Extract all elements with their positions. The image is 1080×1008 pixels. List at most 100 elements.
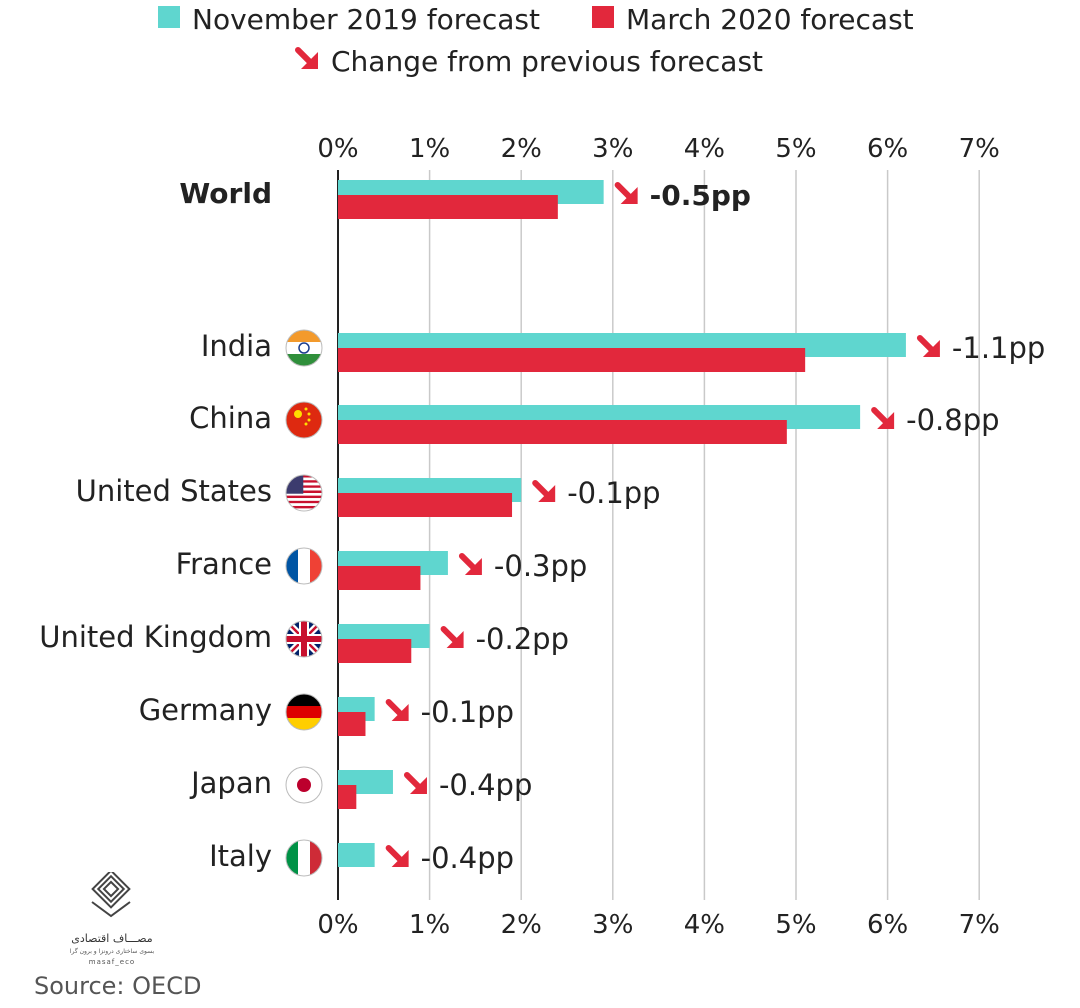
usa-flag-part xyxy=(286,475,322,478)
china-flag-part xyxy=(286,402,322,438)
category-label: India xyxy=(201,329,272,363)
change-arrow-icon-head xyxy=(620,187,638,204)
x-tick-label-top: 6% xyxy=(867,134,908,164)
italy-flag-part xyxy=(286,840,298,876)
category-label: Germany xyxy=(139,693,272,727)
category-label: United Kingdom xyxy=(39,620,272,654)
usa-flag-part xyxy=(286,500,322,504)
india-flag-part xyxy=(298,342,310,354)
x-tick-label-bottom: 2% xyxy=(501,910,542,940)
x-tick-label-top: 0% xyxy=(317,134,358,164)
germany-flag-part xyxy=(286,694,322,706)
china-flag-ring xyxy=(285,401,323,439)
x-tick-label-top: 1% xyxy=(409,134,450,164)
logo-subtitle: بسوی ساختاری درونزا و برون گرا xyxy=(70,947,155,955)
usa-flag-part xyxy=(286,482,322,486)
usa-flag-part xyxy=(286,477,322,481)
usa-flag-part xyxy=(286,485,322,488)
category-label: China xyxy=(189,401,272,435)
germany-flag-body xyxy=(286,694,322,730)
usa-flag-part xyxy=(286,498,322,501)
usa-flag-part xyxy=(286,495,322,499)
france-flag-part xyxy=(310,548,322,584)
legend-label-nov: November 2019 forecast xyxy=(192,3,540,36)
france-flag-ring xyxy=(285,547,323,585)
change-label: -0.2pp xyxy=(476,622,569,656)
change-label: -0.5pp xyxy=(650,179,751,212)
usa-flag-part xyxy=(286,480,322,483)
x-tick-label-bottom: 6% xyxy=(867,910,908,940)
india-flag-ring xyxy=(285,329,323,367)
usa-flag-part xyxy=(286,487,322,491)
change-arrow-icon xyxy=(871,407,895,429)
germany-flag-part xyxy=(286,718,322,730)
usa-flag-part xyxy=(286,505,322,509)
japan-flag-part xyxy=(297,778,311,792)
uk-flag-body xyxy=(286,621,322,657)
change-arrow-icon xyxy=(614,182,638,204)
japan-flag-ring xyxy=(285,766,323,804)
change-arrow-icon-head xyxy=(464,558,482,575)
china-flag-icon xyxy=(285,401,323,439)
logo-name: مصـــاف اقتصادی xyxy=(71,932,152,945)
legend-change-icon xyxy=(295,47,318,69)
bar-nov-italy xyxy=(338,843,375,867)
x-tick-label-bottom: 5% xyxy=(775,910,816,940)
category-label: Italy xyxy=(209,839,272,873)
uk-flag-icon xyxy=(285,620,323,658)
italy-flag-part xyxy=(310,840,322,876)
uk-flag-ring xyxy=(285,620,323,658)
bar-mar-germany xyxy=(338,712,366,736)
bar-mar-united-states xyxy=(338,493,513,517)
india-flag-body xyxy=(286,330,322,366)
change-arrow-icon-head xyxy=(391,850,409,867)
italy-flag-part xyxy=(298,840,310,876)
change-label: -0.8pp xyxy=(906,403,999,437)
category-label: United States xyxy=(76,474,272,508)
legend-label-mar: March 2020 forecast xyxy=(626,3,914,36)
legend-change-icon-head xyxy=(301,52,318,69)
x-tick-label-bottom: 3% xyxy=(592,910,633,940)
x-tick-label-top: 5% xyxy=(775,134,816,164)
france-flag-part xyxy=(286,548,298,584)
china-flag-part xyxy=(307,418,311,422)
change-label: -0.3pp xyxy=(494,549,587,583)
india-flag-icon xyxy=(285,329,323,367)
x-tick-label-bottom: 0% xyxy=(317,910,358,940)
italy-flag-icon xyxy=(285,839,323,877)
china-flag-part xyxy=(304,422,308,426)
germany-flag-icon xyxy=(285,693,323,731)
x-tick-label-bottom: 4% xyxy=(684,910,725,940)
change-label: -0.1pp xyxy=(421,695,514,729)
change-arrow-icon-head xyxy=(538,485,556,502)
italy-flag-ring xyxy=(285,839,323,877)
bar-mar-india xyxy=(338,348,806,372)
change-label: -0.1pp xyxy=(567,476,660,510)
usa-flag-part xyxy=(286,490,322,493)
china-flag-part xyxy=(304,407,308,411)
change-arrow-icon xyxy=(458,553,482,575)
japan-flag-icon xyxy=(285,766,323,804)
change-label: -0.4pp xyxy=(421,841,514,875)
france-flag-body xyxy=(286,548,322,584)
logo: مصـــاف اقتصادی بسوی ساختاری درونزا و بر… xyxy=(70,872,155,966)
change-arrow-icon xyxy=(440,626,464,648)
change-label: -0.4pp xyxy=(439,768,532,802)
germany-flag-part xyxy=(286,706,322,718)
bar-mar-france xyxy=(338,566,421,590)
x-tick-label-bottom: 7% xyxy=(959,910,1000,940)
legend-swatch-nov xyxy=(158,6,180,28)
change-arrow-icon xyxy=(916,335,940,357)
france-flag-icon xyxy=(285,547,323,585)
usa-flag-part xyxy=(286,493,322,496)
change-arrow-icon-head xyxy=(391,704,409,721)
bar-mar-world xyxy=(338,195,558,219)
x-tick-label-bottom: 1% xyxy=(409,910,450,940)
bar-mar-japan xyxy=(338,785,357,809)
change-arrow-icon-head xyxy=(409,777,427,794)
germany-flag-ring xyxy=(285,693,323,731)
legend-swatch-mar xyxy=(592,6,614,28)
x-tick-label-top: 4% xyxy=(684,134,725,164)
usa-flag-icon xyxy=(285,474,323,512)
